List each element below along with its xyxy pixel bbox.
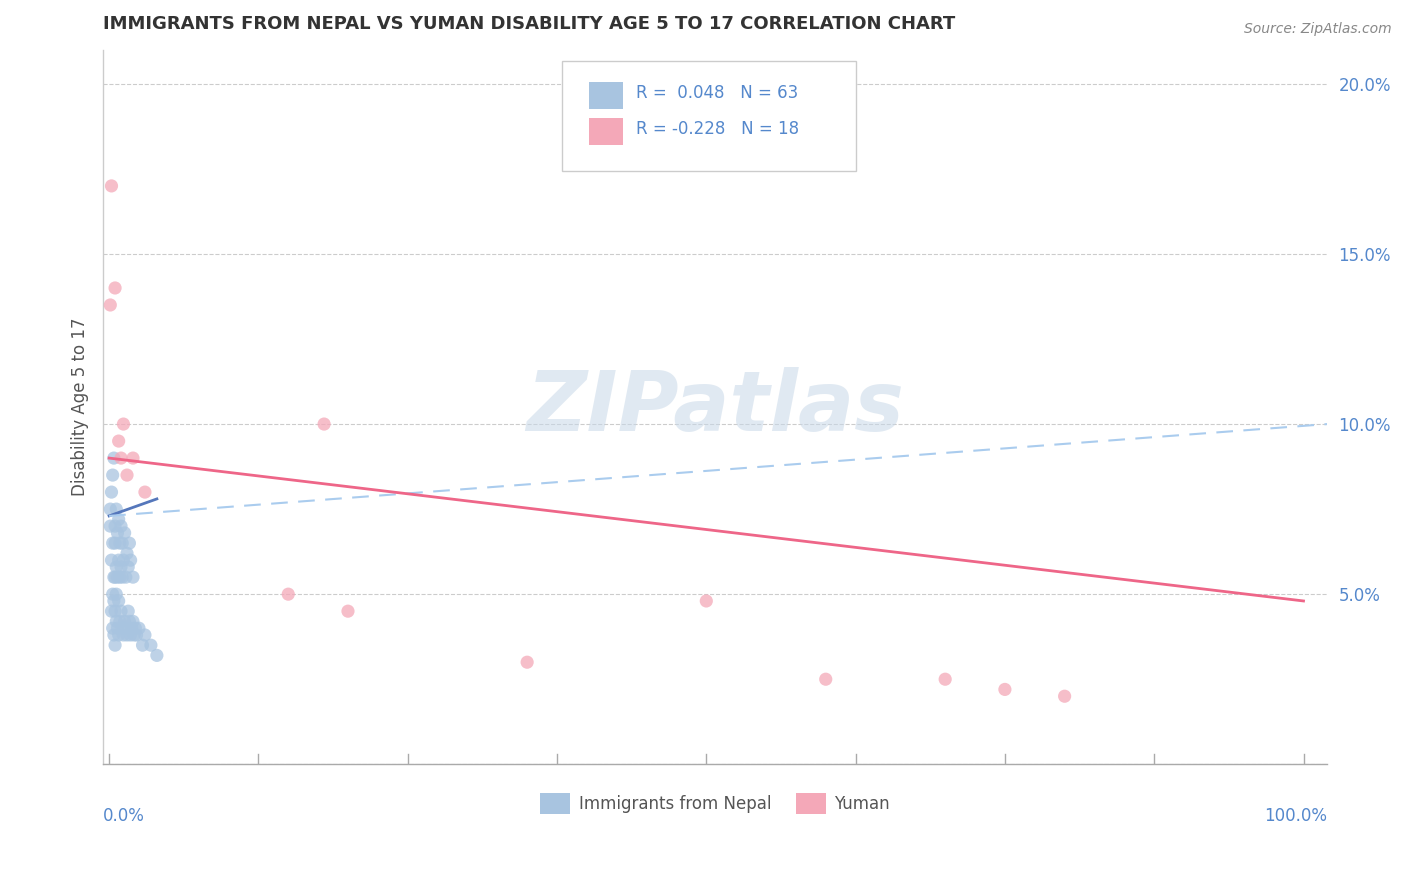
Point (814, 672, 837, 686)
Point (107, 553, 129, 567)
Point (336, 604, 359, 618)
Point (121, 621, 143, 635)
Point (118, 615, 141, 629)
FancyBboxPatch shape (589, 82, 623, 109)
Point (114, 621, 136, 635)
Point (277, 587, 299, 601)
Point (134, 628, 156, 642)
Point (101, 621, 124, 635)
Point (103, 628, 125, 642)
Point (101, 468, 124, 483)
Point (107, 434, 129, 448)
Point (695, 594, 717, 608)
Point (122, 615, 145, 629)
Point (114, 570, 136, 584)
Point (100, 604, 122, 618)
Point (107, 628, 129, 642)
Point (110, 560, 132, 574)
Point (1053, 690, 1076, 704)
Point (98, 502, 121, 516)
Point (110, 519, 132, 533)
Text: Source: ZipAtlas.com: Source: ZipAtlas.com (1244, 22, 1392, 37)
Point (120, 553, 142, 567)
Point (110, 604, 132, 618)
Point (100, 553, 122, 567)
Point (117, 604, 139, 618)
Text: R =  0.048   N = 63: R = 0.048 N = 63 (636, 85, 799, 103)
Point (118, 536, 141, 550)
Point (104, 570, 127, 584)
Point (115, 546, 138, 560)
FancyBboxPatch shape (589, 118, 623, 145)
Point (98, 519, 121, 533)
Point (110, 451, 132, 466)
FancyBboxPatch shape (562, 61, 856, 171)
Point (104, 604, 127, 618)
Point (122, 628, 145, 642)
Point (120, 628, 142, 642)
Point (131, 638, 153, 652)
Point (100, 485, 122, 500)
Point (516, 655, 538, 669)
Point (117, 560, 139, 574)
Point (104, 536, 127, 550)
Point (98, 298, 121, 312)
Point (124, 621, 146, 635)
Point (114, 615, 136, 629)
Point (108, 615, 131, 629)
Point (100, 178, 122, 193)
Text: R = -0.228   N = 18: R = -0.228 N = 18 (636, 120, 799, 138)
Point (112, 417, 135, 431)
Legend: Immigrants from Nepal, Yuman: Immigrants from Nepal, Yuman (534, 787, 897, 821)
Point (125, 628, 148, 642)
Text: IMMIGRANTS FROM NEPAL VS YUMAN DISABILITY AGE 5 TO 17 CORRELATION CHART: IMMIGRANTS FROM NEPAL VS YUMAN DISABILIT… (103, 15, 956, 33)
Point (105, 502, 128, 516)
Point (104, 519, 127, 533)
Point (139, 638, 162, 652)
Point (108, 570, 131, 584)
Point (107, 621, 129, 635)
Point (115, 468, 138, 483)
Point (112, 628, 135, 642)
Text: ZIPatlas: ZIPatlas (526, 367, 904, 448)
Point (111, 536, 134, 550)
Point (101, 587, 124, 601)
Point (111, 621, 134, 635)
Point (128, 621, 150, 635)
Point (114, 525, 136, 540)
Point (105, 587, 128, 601)
Point (103, 570, 125, 584)
Point (122, 570, 145, 584)
Point (104, 638, 127, 652)
Point (134, 485, 156, 500)
Point (314, 417, 336, 431)
Point (115, 628, 138, 642)
Point (111, 570, 134, 584)
Point (101, 536, 124, 550)
Point (107, 570, 129, 584)
Y-axis label: Disability Age 5 to 17: Disability Age 5 to 17 (72, 318, 89, 496)
Point (104, 281, 127, 295)
Point (112, 553, 135, 567)
Point (103, 594, 125, 608)
Point (103, 451, 125, 466)
Point (107, 594, 129, 608)
Point (146, 648, 169, 663)
Text: 100.0%: 100.0% (1264, 807, 1327, 825)
Point (107, 525, 129, 540)
Point (105, 560, 128, 574)
Point (108, 536, 131, 550)
Point (107, 512, 129, 526)
Point (105, 615, 128, 629)
Point (122, 451, 145, 466)
Text: 0.0%: 0.0% (103, 807, 145, 825)
Point (934, 672, 956, 686)
Point (994, 682, 1017, 697)
